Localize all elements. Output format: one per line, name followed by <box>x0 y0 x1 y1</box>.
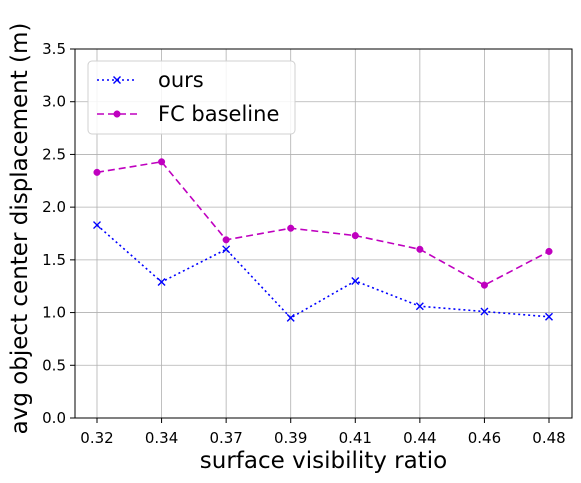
y-tick-label: 1.0 <box>42 304 66 322</box>
data-point <box>545 247 553 255</box>
x-marker-stroke <box>545 312 553 321</box>
x-tick-label: 0.34 <box>145 429 178 447</box>
data-point <box>416 245 424 253</box>
legend-label: ours <box>158 68 204 92</box>
x-tick-label: 0.39 <box>274 429 307 447</box>
x-marker-stroke <box>480 307 489 316</box>
series-fc-baseline <box>93 158 553 289</box>
data-point <box>157 278 166 286</box>
x-marker-stroke <box>113 76 121 84</box>
x-marker-stroke <box>286 313 295 322</box>
y-tick-label: 3.5 <box>42 40 66 58</box>
y-tick-label: 2.0 <box>42 198 66 216</box>
legend-entry: FC baseline <box>97 102 279 126</box>
x-tick-label: 0.44 <box>403 429 436 447</box>
data-point <box>545 312 553 321</box>
y-tick-label: 0.0 <box>42 409 66 427</box>
x-marker-stroke <box>415 302 424 311</box>
legend-label: FC baseline <box>158 102 279 126</box>
x-marker-stroke <box>157 278 166 286</box>
x-tick-label: 0.37 <box>209 429 242 447</box>
legend-entry: ours <box>97 68 204 92</box>
y-tick-label: 3.0 <box>42 93 66 111</box>
series-line <box>96 160 550 287</box>
axes <box>74 48 573 419</box>
series-line <box>96 224 550 319</box>
x-tick-label: 0.41 <box>339 429 372 447</box>
data-point <box>351 232 359 240</box>
x-tick-label: 0.46 <box>468 429 501 447</box>
legend: ours FC baseline <box>87 60 296 135</box>
y-tick-label: 2.5 <box>42 145 66 163</box>
y-tick-label: 1.5 <box>42 251 66 269</box>
series-ours <box>93 221 553 322</box>
data-point <box>415 302 424 311</box>
data-point <box>93 168 101 176</box>
data-point <box>480 307 489 316</box>
x-marker-stroke <box>351 276 360 285</box>
data-point <box>287 224 295 232</box>
x-tick-label: 0.48 <box>532 429 565 447</box>
data-point <box>222 236 230 244</box>
legend-box <box>87 60 296 135</box>
x-marker-stroke <box>222 245 231 254</box>
legend-marker <box>113 76 121 84</box>
data-point <box>286 313 295 322</box>
tick-labels: 0.32 0.34 0.37 0.39 0.41 0.44 0.46 0.48 0.0 0.5 1.… <box>42 40 566 447</box>
x-marker-stroke <box>93 221 101 230</box>
series-group <box>93 158 553 322</box>
data-point <box>351 276 360 285</box>
y-axis-label: avg object center displacement (m) <box>7 23 33 435</box>
plot-frame <box>74 48 573 419</box>
legend-marker <box>113 110 121 118</box>
data-point <box>222 245 231 254</box>
x-tick-label: 0.32 <box>80 429 113 447</box>
x-axis-label: surface visibility ratio <box>200 448 447 474</box>
data-point <box>480 281 488 289</box>
data-point <box>93 221 101 230</box>
data-point <box>158 158 166 166</box>
y-tick-label: 0.5 <box>42 356 66 374</box>
